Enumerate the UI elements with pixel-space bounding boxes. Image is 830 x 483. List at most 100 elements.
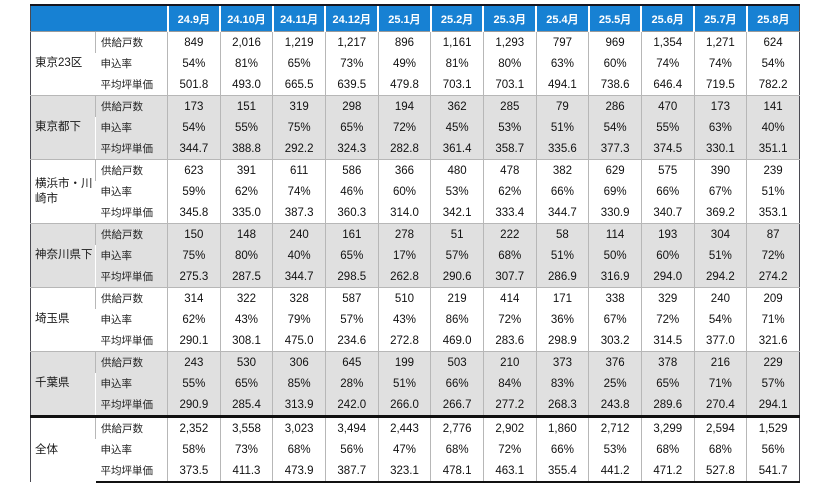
value-cell: 1,860	[535, 415, 589, 439]
column-header-month: 25.3月	[482, 4, 537, 32]
column-header-month: 25.2月	[429, 4, 484, 32]
value-cell: 335.0	[219, 202, 273, 224]
value-cell: 376	[588, 351, 642, 373]
column-header-month: 24.10月	[219, 4, 273, 32]
value-cell: 373.5	[167, 460, 221, 483]
value-cell: 2,443	[377, 415, 431, 439]
value-cell: 72%	[377, 117, 431, 138]
value-cell: 344.7	[272, 266, 326, 288]
value-cell: 67%	[693, 181, 747, 202]
value-cell: 54%	[693, 309, 747, 330]
table-row: 平均坪単価 344.7 388.8 292.2 324.3 282.8 361.4 358.7…	[31, 138, 800, 160]
table-row: 横浜市・川崎市 供給戸数 623 391 611 586 366 480 478 382 629 57…	[30, 159, 800, 224]
value-cell: 373	[535, 351, 589, 373]
value-cell: 298.5	[324, 266, 379, 288]
value-cell: 294.2	[693, 266, 747, 288]
value-cell: 65%	[219, 373, 273, 394]
value-cell: 290.9	[167, 394, 221, 417]
value-cell: 1,217	[324, 31, 379, 53]
table-row: 平均坪単価 345.8 335.0 387.3 360.3 314.0 342.1 333.4…	[31, 202, 800, 224]
value-cell: 53%	[482, 117, 537, 138]
table-row: 平均坪単価 501.8 493.0 665.5 639.5 479.8 703.1 703.1…	[31, 74, 800, 96]
metric-label: 平均坪単価	[95, 394, 168, 417]
value-cell: 1,219	[272, 31, 326, 53]
region-label: 千葉県	[30, 351, 96, 417]
value-cell: 494.1	[535, 74, 589, 96]
value-cell: 53%	[430, 181, 484, 202]
monthly-region-table: 24.9月 24.10月 24.11月 24.12月 25.1月 25.2月 25.3月 25…	[30, 4, 800, 483]
header-row: 24.9月 24.10月 24.11月 24.12月 25.1月 25.2月 25.3月 25…	[30, 4, 800, 32]
value-cell: 54%	[167, 53, 221, 74]
value-cell: 388.8	[219, 138, 273, 160]
column-header-month: 25.1月	[377, 4, 431, 32]
value-cell: 266.0	[377, 394, 431, 417]
value-cell: 81%	[430, 53, 484, 74]
value-cell: 80%	[482, 53, 537, 74]
value-cell: 54%	[167, 117, 221, 138]
table-row: 東京都下 供給戸数 173 151 319 298 194 362 285 79 286 470 173…	[30, 95, 800, 160]
table-row: 平均坪単価 290.9 285.4 313.9 242.0 266.0 266.7 277.2…	[31, 394, 800, 417]
value-cell: 478.1	[430, 460, 484, 483]
value-cell: 3,299	[640, 415, 695, 439]
value-cell: 151	[219, 95, 273, 117]
value-cell: 285.4	[219, 394, 273, 417]
value-cell: 304	[693, 223, 747, 245]
value-cell: 387.3	[272, 202, 326, 224]
value-cell: 60%	[588, 53, 642, 74]
table-row: 申込率 62% 43% 79% 57% 43% 86% 72% 36% 67% 72% 54% 71%	[31, 309, 800, 330]
value-cell: 74%	[272, 181, 326, 202]
value-cell: 53%	[588, 439, 642, 460]
value-cell: 362	[430, 95, 484, 117]
value-cell: 575	[640, 159, 695, 181]
value-cell: 703.1	[482, 74, 537, 96]
value-cell: 239	[746, 159, 800, 181]
value-cell: 308.1	[219, 330, 273, 352]
region-label: 東京23区	[30, 31, 96, 96]
value-cell: 58%	[167, 439, 221, 460]
value-cell: 469.0	[430, 330, 484, 352]
value-cell: 74%	[640, 53, 695, 74]
value-cell: 171	[535, 287, 589, 309]
column-header-month: 25.4月	[535, 4, 589, 32]
value-cell: 703.1	[430, 74, 484, 96]
value-cell: 72%	[640, 309, 695, 330]
value-cell: 316.9	[588, 266, 642, 288]
value-cell: 345.8	[167, 202, 221, 224]
value-cell: 73%	[219, 439, 273, 460]
value-cell: 623	[167, 159, 221, 181]
value-cell: 665.5	[272, 74, 326, 96]
column-header-month: 24.11月	[271, 4, 326, 32]
metric-label: 申込率	[95, 117, 168, 138]
value-cell: 303.2	[588, 330, 642, 352]
value-cell: 45%	[430, 117, 484, 138]
column-header-month: 25.8月	[745, 4, 800, 32]
value-cell: 1,529	[746, 415, 800, 439]
value-cell: 1,293	[482, 31, 537, 53]
value-cell: 51%	[693, 245, 747, 266]
value-cell: 290.6	[430, 266, 484, 288]
value-cell: 503	[430, 351, 484, 373]
value-cell: 243.8	[588, 394, 642, 417]
value-cell: 298.9	[535, 330, 589, 352]
metric-label: 平均坪単価	[100, 335, 154, 347]
metric-label: 申込率	[100, 58, 133, 70]
region-label: 埼玉県	[30, 287, 96, 352]
value-cell: 377.0	[693, 330, 747, 352]
value-cell: 278	[377, 223, 431, 245]
metric-label: 申込率	[95, 373, 168, 394]
value-cell: 314.5	[640, 330, 695, 352]
value-cell: 51%	[746, 181, 800, 202]
table-row: 神奈川県下 供給戸数 150 148 240 161 278 51 222 58 114 193 304…	[30, 223, 800, 288]
value-cell: 478	[482, 159, 537, 181]
value-cell: 282.8	[377, 138, 431, 160]
value-cell: 219	[430, 287, 484, 309]
value-cell: 414	[482, 287, 537, 309]
value-cell: 1,271	[693, 31, 747, 53]
value-cell: 60%	[640, 245, 695, 266]
value-cell: 463.1	[482, 460, 537, 483]
value-cell: 262.8	[377, 266, 431, 288]
value-cell: 40%	[746, 117, 800, 138]
value-cell: 344.7	[167, 138, 221, 160]
value-cell: 329	[640, 287, 695, 309]
value-cell: 173	[693, 95, 747, 117]
